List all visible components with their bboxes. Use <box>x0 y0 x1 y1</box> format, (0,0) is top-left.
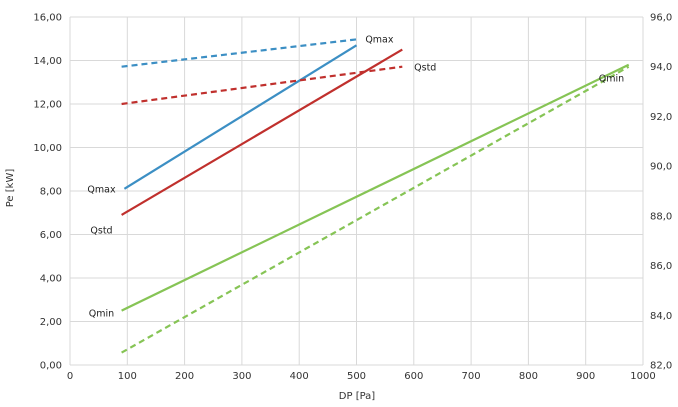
x-axis-label: DP [Pa] <box>339 391 376 402</box>
y2-tick-label: 88,0 <box>650 211 672 222</box>
series-annotation: Qmin <box>599 73 624 84</box>
x-tick-label: 400 <box>290 371 309 382</box>
x-tick-label: 700 <box>462 371 481 382</box>
y2-tick-label: 92,0 <box>650 112 672 123</box>
x-tick-label: 0 <box>67 371 73 382</box>
y2-tick-label: 84,0 <box>650 311 672 322</box>
series-annotation: Qmax <box>365 34 394 45</box>
y2-tick-label: 94,0 <box>650 62 672 73</box>
dashed-series-line-5 <box>121 65 630 354</box>
y-tick-label: 14,00 <box>33 56 62 67</box>
x-tick-label: 1000 <box>630 371 655 382</box>
x-tick-label: 300 <box>232 371 251 382</box>
x-tick-label: 200 <box>175 371 194 382</box>
y-tick-label: 8,00 <box>40 187 62 198</box>
series-annotation: Qmax <box>87 184 116 195</box>
series-annotations: Qmax Qstd Qmin Qmax Qstd Qmin <box>87 34 624 319</box>
y-tick-label: 10,00 <box>33 143 62 154</box>
y-tick-label: 2,00 <box>40 317 62 328</box>
y-tick-label: 4,00 <box>40 274 62 285</box>
x-tick-label: 100 <box>118 371 137 382</box>
x-tick-label: 500 <box>347 371 366 382</box>
series-lines <box>121 38 630 354</box>
y-tick-label: 6,00 <box>40 230 62 241</box>
series-annotation: Qstd <box>414 63 436 74</box>
series-annotation: Qmin <box>89 308 114 319</box>
gridlines <box>69 16 644 366</box>
y-tick-label: 12,00 <box>33 100 62 111</box>
y2-tick-label: 90,0 <box>650 162 672 173</box>
x-tick-label: 900 <box>576 371 595 382</box>
y-tick-label: 16,00 <box>33 13 62 24</box>
x-tick-label: 600 <box>404 371 423 382</box>
y2-tick-label: 96,0 <box>650 13 672 24</box>
y-axis-label: Pe [kW] <box>5 169 16 208</box>
solid-series-line-0 <box>123 44 358 190</box>
x-tick-label: 800 <box>519 371 538 382</box>
y2-tick-label: 82,0 <box>650 361 672 372</box>
tick-labels: 0 100 200 300 400 500 600 700 800 900 1000 0,00 2,00… <box>33 13 672 383</box>
solid-series-line-1 <box>121 48 403 216</box>
y2-tick-label: 86,0 <box>650 261 672 272</box>
y-tick-label: 0,00 <box>40 361 62 372</box>
solid-series-line-2 <box>121 63 630 312</box>
series-annotation: Qstd <box>90 226 112 237</box>
dashed-series-line-4 <box>121 65 403 106</box>
dashed-series-line-3 <box>121 38 357 68</box>
